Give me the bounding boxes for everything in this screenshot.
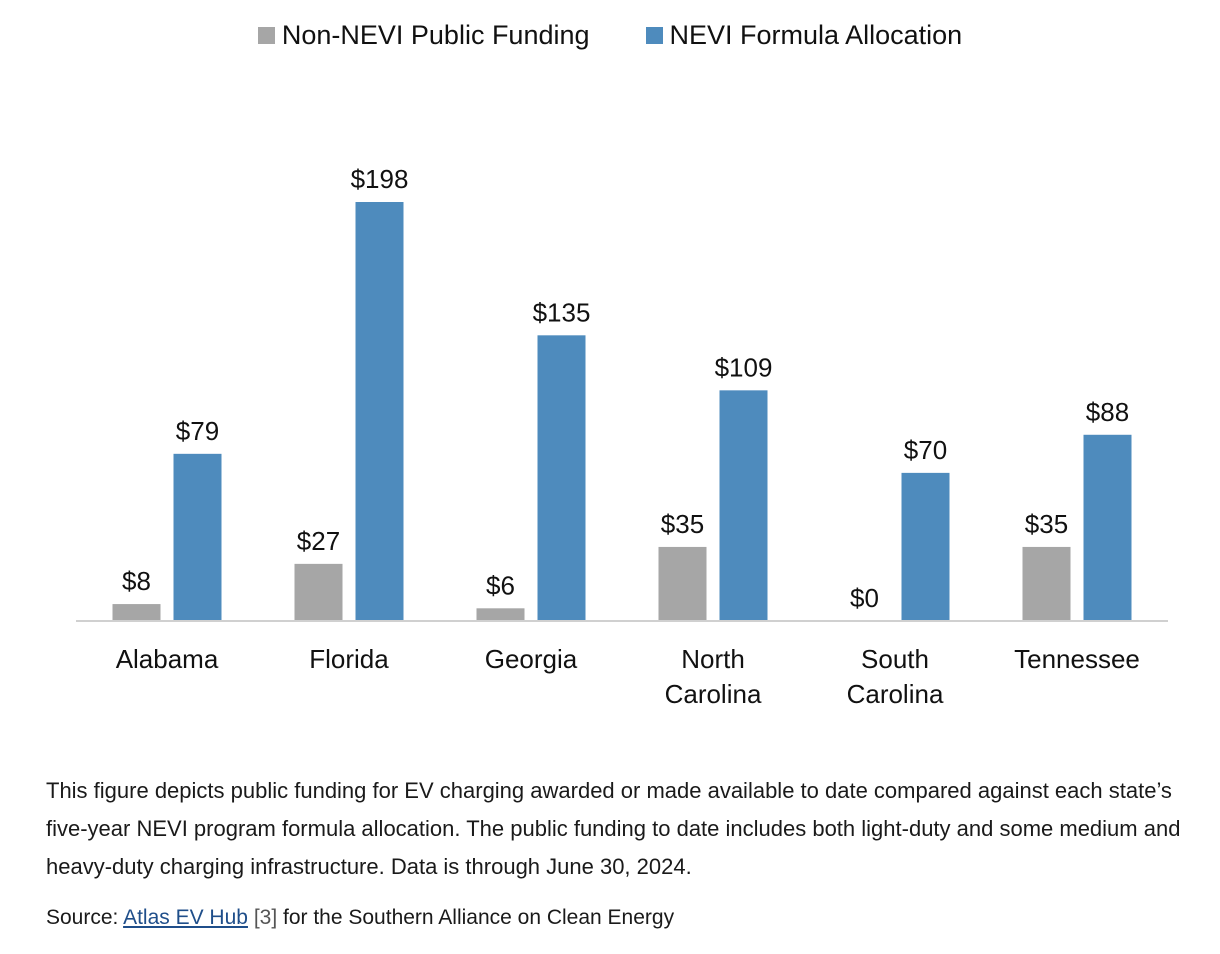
bar-chart: $8 $79 Alabama $27 $198 Florida $6 $135 Georgia $…: [76, 164, 1168, 709]
category-label: Georgia: [485, 644, 578, 674]
source-reference[interactable]: [3]: [253, 906, 278, 929]
data-label-nevi: $88: [1086, 397, 1129, 427]
figure-caption: This figure depicts public funding for E…: [46, 778, 1181, 879]
bar-non-nevi: [1022, 546, 1071, 621]
bar-nevi: [1083, 434, 1132, 621]
source-prefix: Source:: [46, 906, 124, 929]
legend-label-nevi: NEVI Formula Allocation: [669, 20, 963, 50]
bar-non-nevi: [658, 546, 707, 621]
data-label-non-nevi: $27: [297, 526, 340, 556]
bar-nevi: [719, 390, 768, 621]
data-label-non-nevi: $35: [1025, 509, 1068, 539]
bar-nevi: [355, 202, 404, 621]
legend-item-nevi: NEVI Formula Allocation: [645, 18, 963, 52]
data-label-non-nevi: $0: [850, 583, 879, 613]
category-label: Alabama: [116, 644, 219, 674]
bar-nevi: [173, 453, 222, 621]
legend-swatch-nevi: [645, 26, 663, 44]
chart-legend: Non-NEVI Public Funding NEVI Formula All…: [0, 18, 1220, 52]
source-link[interactable]: Atlas EV Hub: [123, 906, 248, 929]
data-label-nevi: $135: [533, 297, 591, 327]
legend-label-non-nevi: Non-NEVI Public Funding: [281, 20, 590, 50]
data-label-nevi: $198: [351, 164, 409, 194]
data-label-non-nevi: $6: [486, 570, 515, 600]
bar-non-nevi: [294, 563, 343, 621]
category-label: Tennessee: [1014, 644, 1140, 674]
source-suffix: for the Southern Alliance on Clean Energ…: [277, 906, 675, 929]
data-label-non-nevi: $35: [661, 509, 704, 539]
legend-swatch-non-nevi: [257, 26, 275, 44]
bar-nevi: [537, 335, 586, 621]
source-line: Source: Atlas EV Hub [3] for the Souther…: [46, 903, 674, 933]
bar-non-nevi: [476, 608, 525, 621]
legend-item-non-nevi: Non-NEVI Public Funding: [257, 18, 590, 52]
bar-non-nevi: [112, 604, 161, 621]
category-label: North Carolina: [665, 644, 762, 709]
data-label-non-nevi: $8: [122, 566, 151, 596]
category-label: Florida: [309, 644, 389, 674]
data-label-nevi: $109: [715, 352, 773, 382]
category-label: South Carolina: [847, 644, 944, 709]
chart-area: $8 $79 Alabama $27 $198 Florida $6 $135 Georgia $…: [0, 18, 1220, 709]
data-label-nevi: $79: [176, 416, 219, 446]
bar-nevi: [901, 472, 950, 621]
data-label-nevi: $70: [904, 435, 947, 465]
